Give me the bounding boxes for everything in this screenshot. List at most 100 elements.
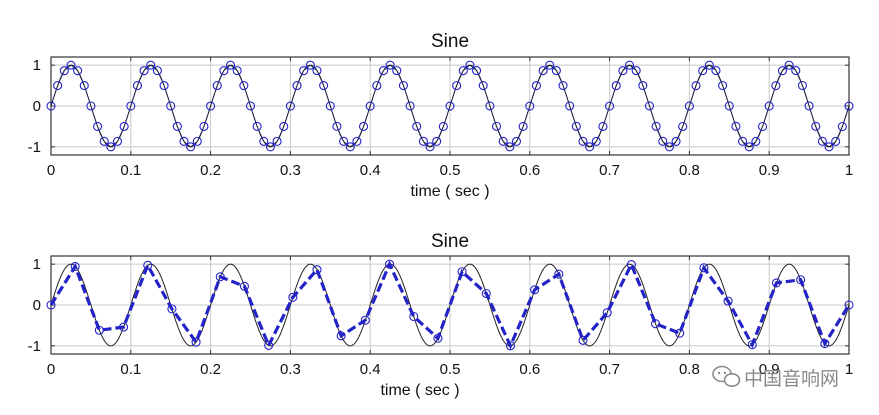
x-tick-label: 0.2 <box>200 162 221 179</box>
sample-point <box>718 80 728 91</box>
sample-point <box>372 81 382 91</box>
sample-point <box>425 142 435 152</box>
sine-curve <box>50 263 850 347</box>
sample-point <box>638 80 648 91</box>
sampled-line <box>49 260 851 350</box>
sample-point <box>126 101 136 111</box>
sample-point <box>525 101 535 111</box>
sample-point <box>365 101 375 111</box>
sampled-line <box>50 64 850 148</box>
sample-point <box>215 272 225 282</box>
sample-point <box>409 311 419 322</box>
sample-point <box>272 136 282 146</box>
sample-point <box>518 121 528 132</box>
sample-point <box>644 101 655 111</box>
sample-point <box>288 292 298 302</box>
sample-point <box>723 296 733 306</box>
sample-point <box>199 121 209 131</box>
sample-point <box>711 66 721 76</box>
sample-point <box>602 308 612 318</box>
sample-point <box>530 285 540 295</box>
sample-point <box>86 101 96 111</box>
sample-point <box>352 136 362 146</box>
sample-point <box>225 60 236 70</box>
sample-point <box>457 267 467 277</box>
x-tick-label: 0.7 <box>599 361 620 378</box>
chart-bottom: Sine time ( sec ) 0 0.1 0.2 0.3 0.4 0.5 0.6 0.7… <box>28 231 854 399</box>
sample-point <box>292 81 302 91</box>
sample-point <box>418 136 428 146</box>
chart-title: Sine <box>431 231 469 252</box>
sample-point <box>784 60 794 70</box>
sample-point <box>312 66 322 76</box>
sample-point <box>578 335 588 345</box>
x-tick-label: 0.5 <box>440 162 461 179</box>
x-tick-label: 0.5 <box>440 361 461 378</box>
sample-point <box>259 136 269 146</box>
sample-point <box>747 340 757 350</box>
sample-point <box>684 101 694 111</box>
sample-point <box>804 101 814 111</box>
sample-point <box>757 121 768 132</box>
sample-point <box>152 66 162 76</box>
y-tick-label: -1 <box>28 139 41 156</box>
sample-point <box>119 322 129 332</box>
wechat-icon <box>712 365 741 387</box>
sample-point <box>99 136 109 146</box>
sample-point <box>405 101 415 111</box>
watermark-text: 中国音响网 <box>744 368 839 390</box>
sample-point <box>844 101 854 111</box>
chart-title: Sine <box>431 31 469 52</box>
sample-point <box>94 325 104 335</box>
sample-point <box>285 101 295 111</box>
sample-point <box>505 341 516 351</box>
sample-point <box>797 80 807 91</box>
sample-point <box>70 261 80 271</box>
sample-point <box>143 260 153 270</box>
sample-point <box>651 121 661 131</box>
x-tick-label: 0 <box>47 162 55 179</box>
sample-point <box>618 66 628 76</box>
sample-point <box>820 339 830 349</box>
sample-point <box>191 337 201 347</box>
sample-point <box>796 275 806 285</box>
sample-point <box>731 121 741 131</box>
y-tick-label: 1 <box>33 256 41 273</box>
sample-point <box>265 142 275 152</box>
sample-point <box>531 81 541 91</box>
sample-point <box>678 121 688 132</box>
sample-point <box>699 263 709 273</box>
sample-point <box>771 81 781 91</box>
sample-point <box>771 278 782 288</box>
sample-point <box>791 66 801 76</box>
sample-point <box>412 121 422 131</box>
x-tick-label: 0.2 <box>200 361 221 378</box>
sample-point <box>691 81 701 91</box>
sample-point <box>817 136 827 146</box>
y-tick-label: -1 <box>28 338 41 355</box>
sample-point <box>119 121 129 131</box>
sample-point <box>505 142 515 152</box>
x-tick-label: 0.4 <box>360 361 381 378</box>
sample-point <box>385 60 395 70</box>
sample-point <box>472 66 482 76</box>
x-axis-label: time ( sec ) <box>380 382 459 399</box>
sample-point <box>398 80 408 91</box>
sample-point <box>358 121 369 131</box>
sample-point <box>279 121 289 131</box>
sample-point <box>299 66 309 76</box>
sample-point <box>167 304 177 314</box>
chart-top: Sine time ( sec ) 0 0.1 0.2 0.3 0.4 0.5 0.6 0.7… <box>28 31 854 200</box>
sample-point <box>538 66 548 76</box>
x-tick-label: 0.3 <box>280 162 301 179</box>
y-tick-label: 0 <box>33 297 41 314</box>
sample-point <box>59 66 69 76</box>
sample-point <box>245 101 256 111</box>
sample-point <box>658 136 668 146</box>
sample-point <box>339 136 349 146</box>
sample-point <box>585 142 595 152</box>
sample-point <box>438 121 448 132</box>
x-tick-label: 0.3 <box>280 361 301 378</box>
sample-point <box>166 101 176 111</box>
sample-point <box>325 101 335 111</box>
